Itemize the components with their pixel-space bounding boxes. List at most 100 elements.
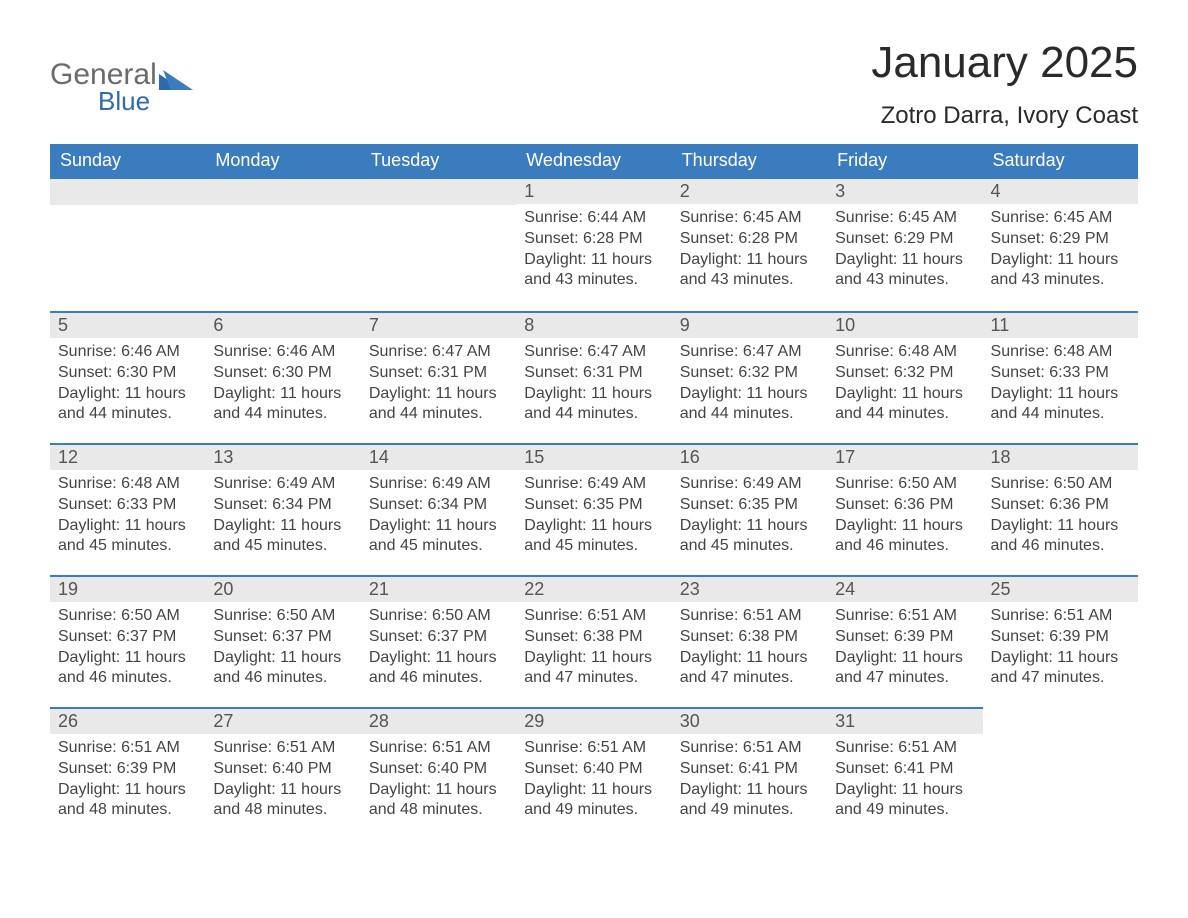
day-number: 4 xyxy=(983,179,1138,204)
day-number: 7 xyxy=(361,311,516,338)
weekday-header: Monday xyxy=(205,144,360,179)
calendar-day-cell: 9Sunrise: 6:47 AMSunset: 6:32 PMDaylight… xyxy=(672,311,827,443)
location-label: Zotro Darra, Ivory Coast xyxy=(871,102,1138,130)
sunset-line: Sunset: 6:40 PM xyxy=(369,759,508,780)
sunset-line: Sunset: 6:28 PM xyxy=(680,229,819,250)
sunrise-line: Sunrise: 6:45 AM xyxy=(991,208,1130,229)
calendar-day-cell: 12Sunrise: 6:48 AMSunset: 6:33 PMDayligh… xyxy=(50,443,205,575)
calendar-day-cell: 21Sunrise: 6:50 AMSunset: 6:37 PMDayligh… xyxy=(361,575,516,707)
sunrise-line: Sunrise: 6:49 AM xyxy=(213,474,352,495)
empty-day-header xyxy=(361,179,516,205)
calendar-day-cell xyxy=(361,179,516,311)
calendar-day-cell: 5Sunrise: 6:46 AMSunset: 6:30 PMDaylight… xyxy=(50,311,205,443)
sunset-line: Sunset: 6:29 PM xyxy=(991,229,1130,250)
sunset-line: Sunset: 6:40 PM xyxy=(213,759,352,780)
daylight-line: Daylight: 11 hours and 44 minutes. xyxy=(991,384,1130,426)
sunrise-line: Sunrise: 6:48 AM xyxy=(991,342,1130,363)
sunset-line: Sunset: 6:30 PM xyxy=(213,363,352,384)
daylight-line: Daylight: 11 hours and 47 minutes. xyxy=(680,648,819,690)
day-details: Sunrise: 6:51 AMSunset: 6:40 PMDaylight:… xyxy=(205,734,360,831)
day-number: 12 xyxy=(50,443,205,470)
calendar-day-cell: 4Sunrise: 6:45 AMSunset: 6:29 PMDaylight… xyxy=(983,179,1138,311)
daylight-line: Daylight: 11 hours and 48 minutes. xyxy=(369,780,508,822)
sunrise-line: Sunrise: 6:50 AM xyxy=(58,606,197,627)
daylight-line: Daylight: 11 hours and 45 minutes. xyxy=(58,516,197,558)
sunset-line: Sunset: 6:36 PM xyxy=(991,495,1130,516)
day-number: 11 xyxy=(983,311,1138,338)
calendar-day-cell: 23Sunrise: 6:51 AMSunset: 6:38 PMDayligh… xyxy=(672,575,827,707)
day-number: 17 xyxy=(827,443,982,470)
sunset-line: Sunset: 6:37 PM xyxy=(369,627,508,648)
daylight-line: Daylight: 11 hours and 49 minutes. xyxy=(835,780,974,822)
sunrise-line: Sunrise: 6:51 AM xyxy=(524,738,663,759)
calendar-day-cell: 26Sunrise: 6:51 AMSunset: 6:39 PMDayligh… xyxy=(50,707,205,839)
calendar-header-row: SundayMondayTuesdayWednesdayThursdayFrid… xyxy=(50,144,1138,179)
day-details: Sunrise: 6:50 AMSunset: 6:36 PMDaylight:… xyxy=(827,470,982,567)
daylight-line: Daylight: 11 hours and 48 minutes. xyxy=(58,780,197,822)
day-details: Sunrise: 6:51 AMSunset: 6:38 PMDaylight:… xyxy=(672,602,827,699)
month-title: January 2025 xyxy=(871,38,1138,88)
sunset-line: Sunset: 6:41 PM xyxy=(680,759,819,780)
sunset-line: Sunset: 6:38 PM xyxy=(680,627,819,648)
sunrise-line: Sunrise: 6:45 AM xyxy=(835,208,974,229)
sunrise-line: Sunrise: 6:51 AM xyxy=(369,738,508,759)
sunrise-line: Sunrise: 6:44 AM xyxy=(524,208,663,229)
sunrise-line: Sunrise: 6:51 AM xyxy=(835,606,974,627)
calendar-day-cell: 25Sunrise: 6:51 AMSunset: 6:39 PMDayligh… xyxy=(983,575,1138,707)
calendar-day-cell: 30Sunrise: 6:51 AMSunset: 6:41 PMDayligh… xyxy=(672,707,827,839)
day-number: 14 xyxy=(361,443,516,470)
day-details: Sunrise: 6:48 AMSunset: 6:33 PMDaylight:… xyxy=(983,338,1138,435)
daylight-line: Daylight: 11 hours and 45 minutes. xyxy=(213,516,352,558)
sunset-line: Sunset: 6:34 PM xyxy=(213,495,352,516)
day-number: 30 xyxy=(672,707,827,734)
daylight-line: Daylight: 11 hours and 48 minutes. xyxy=(213,780,352,822)
calendar-day-cell: 14Sunrise: 6:49 AMSunset: 6:34 PMDayligh… xyxy=(361,443,516,575)
daylight-line: Daylight: 11 hours and 44 minutes. xyxy=(680,384,819,426)
day-details: Sunrise: 6:45 AMSunset: 6:29 PMDaylight:… xyxy=(827,204,982,301)
sunset-line: Sunset: 6:39 PM xyxy=(58,759,197,780)
calendar-page: General Blue January 2025 Zotro Darra, I… xyxy=(0,0,1188,879)
sunrise-line: Sunrise: 6:46 AM xyxy=(213,342,352,363)
day-number: 25 xyxy=(983,575,1138,602)
calendar-day-cell: 7Sunrise: 6:47 AMSunset: 6:31 PMDaylight… xyxy=(361,311,516,443)
title-block: January 2025 Zotro Darra, Ivory Coast xyxy=(871,38,1138,130)
day-details: Sunrise: 6:49 AMSunset: 6:35 PMDaylight:… xyxy=(516,470,671,567)
calendar-day-cell xyxy=(983,707,1138,839)
sunrise-line: Sunrise: 6:49 AM xyxy=(369,474,508,495)
calendar-day-cell xyxy=(205,179,360,311)
day-number: 1 xyxy=(516,179,671,204)
sunrise-line: Sunrise: 6:45 AM xyxy=(680,208,819,229)
day-number: 28 xyxy=(361,707,516,734)
day-number: 22 xyxy=(516,575,671,602)
day-details: Sunrise: 6:45 AMSunset: 6:29 PMDaylight:… xyxy=(983,204,1138,301)
daylight-line: Daylight: 11 hours and 47 minutes. xyxy=(835,648,974,690)
daylight-line: Daylight: 11 hours and 46 minutes. xyxy=(58,648,197,690)
calendar-day-cell: 28 Sunrise: 6:51 AMSunset: 6:40 PMDayligh… xyxy=(361,707,516,839)
daylight-line: Daylight: 11 hours and 46 minutes. xyxy=(213,648,352,690)
day-details: Sunrise: 6:50 AMSunset: 6:36 PMDaylight:… xyxy=(983,470,1138,567)
brand-logo: General Blue xyxy=(50,38,193,114)
calendar-day-cell: 24Sunrise: 6:51 AMSunset: 6:39 PMDayligh… xyxy=(827,575,982,707)
day-details: Sunrise: 6:51 AMSunset: 6:41 PMDaylight:… xyxy=(827,734,982,831)
calendar-day-cell: 10Sunrise: 6:48 AMSunset: 6:32 PMDayligh… xyxy=(827,311,982,443)
sunrise-line: Sunrise: 6:51 AM xyxy=(835,738,974,759)
sunset-line: Sunset: 6:32 PM xyxy=(835,363,974,384)
calendar-day-cell: 19Sunrise: 6:50 AMSunset: 6:37 PMDayligh… xyxy=(50,575,205,707)
daylight-line: Daylight: 11 hours and 45 minutes. xyxy=(680,516,819,558)
sunrise-line: Sunrise: 6:51 AM xyxy=(524,606,663,627)
sunrise-line: Sunrise: 6:51 AM xyxy=(213,738,352,759)
day-details: Sunrise: 6:51 AMSunset: 6:39 PMDaylight:… xyxy=(50,734,205,831)
day-details: Sunrise: 6:49 AMSunset: 6:35 PMDaylight:… xyxy=(672,470,827,567)
day-number: 15 xyxy=(516,443,671,470)
day-number: 18 xyxy=(983,443,1138,470)
weekday-header: Sunday xyxy=(50,144,205,179)
sunset-line: Sunset: 6:36 PM xyxy=(835,495,974,516)
sunset-line: Sunset: 6:40 PM xyxy=(524,759,663,780)
day-details: Sunrise: 6:46 AMSunset: 6:30 PMDaylight:… xyxy=(205,338,360,435)
day-details: Sunrise: 6:48 AMSunset: 6:33 PMDaylight:… xyxy=(50,470,205,567)
calendar-day-cell: 17Sunrise: 6:50 AMSunset: 6:36 PMDayligh… xyxy=(827,443,982,575)
calendar-body: 1 Sunrise: 6:44 AM Sunset: 6:28 PM Daylight… xyxy=(50,179,1138,839)
daylight-line: Daylight: 11 hours and 43 minutes. xyxy=(991,250,1130,292)
logo-triangle-icon xyxy=(159,70,193,90)
sunset-line: Sunset: 6:41 PM xyxy=(835,759,974,780)
